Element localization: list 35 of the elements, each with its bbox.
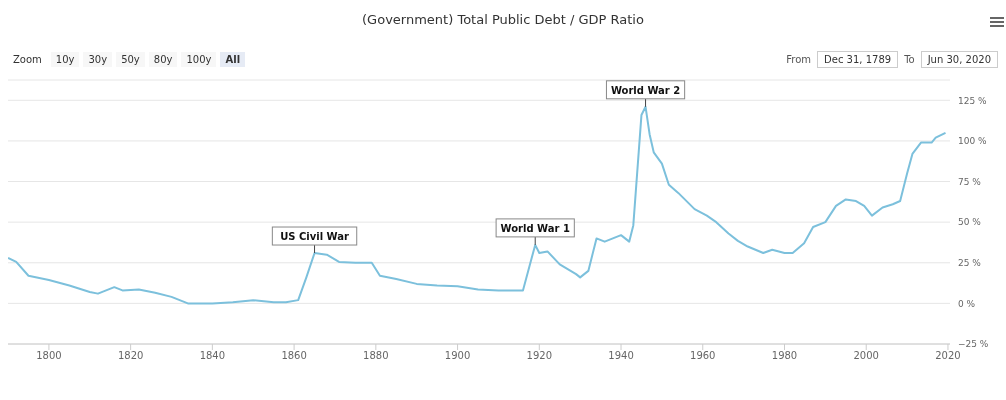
y-tick-label: 75 % [958,176,982,187]
text: 100y [181,51,217,67]
text: 50y [116,51,145,67]
text: Jun 30, 2020 [920,50,998,68]
text: To [904,53,915,65]
y-tick-label: 25 % [958,257,982,268]
x-tick-label: 1840 [199,350,226,362]
text: Zoom [12,52,43,67]
text: 10y [50,51,80,67]
x-tick-label: 1900 [444,350,471,362]
x-tick-label: 2000 [853,350,879,362]
annotation: World War 1 [500,222,570,234]
text: 30y [83,51,113,67]
x-tick-label: 1940 [608,350,634,362]
y-tick-label: −25 % [958,339,989,350]
chart-title: (Government) Total Public Debt / GDP Ratio [361,11,645,29]
text: All [220,51,246,67]
text: 80y [148,51,178,67]
x-tick-label: 1980 [771,350,798,362]
text: Dec 31, 1789 [817,50,899,68]
annotation: US Civil War [280,231,349,243]
x-tick-label: 1800 [36,350,62,362]
y-tick-label: 50 % [958,217,982,228]
text: From [786,53,812,65]
x-tick-label: 1920 [526,350,553,362]
x-tick-label: 1820 [117,350,144,362]
y-tick-label: 125 % [958,95,988,106]
y-tick-label: 0 % [958,298,976,309]
x-tick-label: 1880 [363,350,389,362]
x-tick-label: 1960 [690,350,716,362]
x-tick-label: 2020 [935,350,961,362]
y-tick-label: 100 % [958,136,988,147]
x-tick-label: 1860 [281,350,307,362]
annotation: World War 2 [610,84,681,96]
line-series [8,105,947,305]
